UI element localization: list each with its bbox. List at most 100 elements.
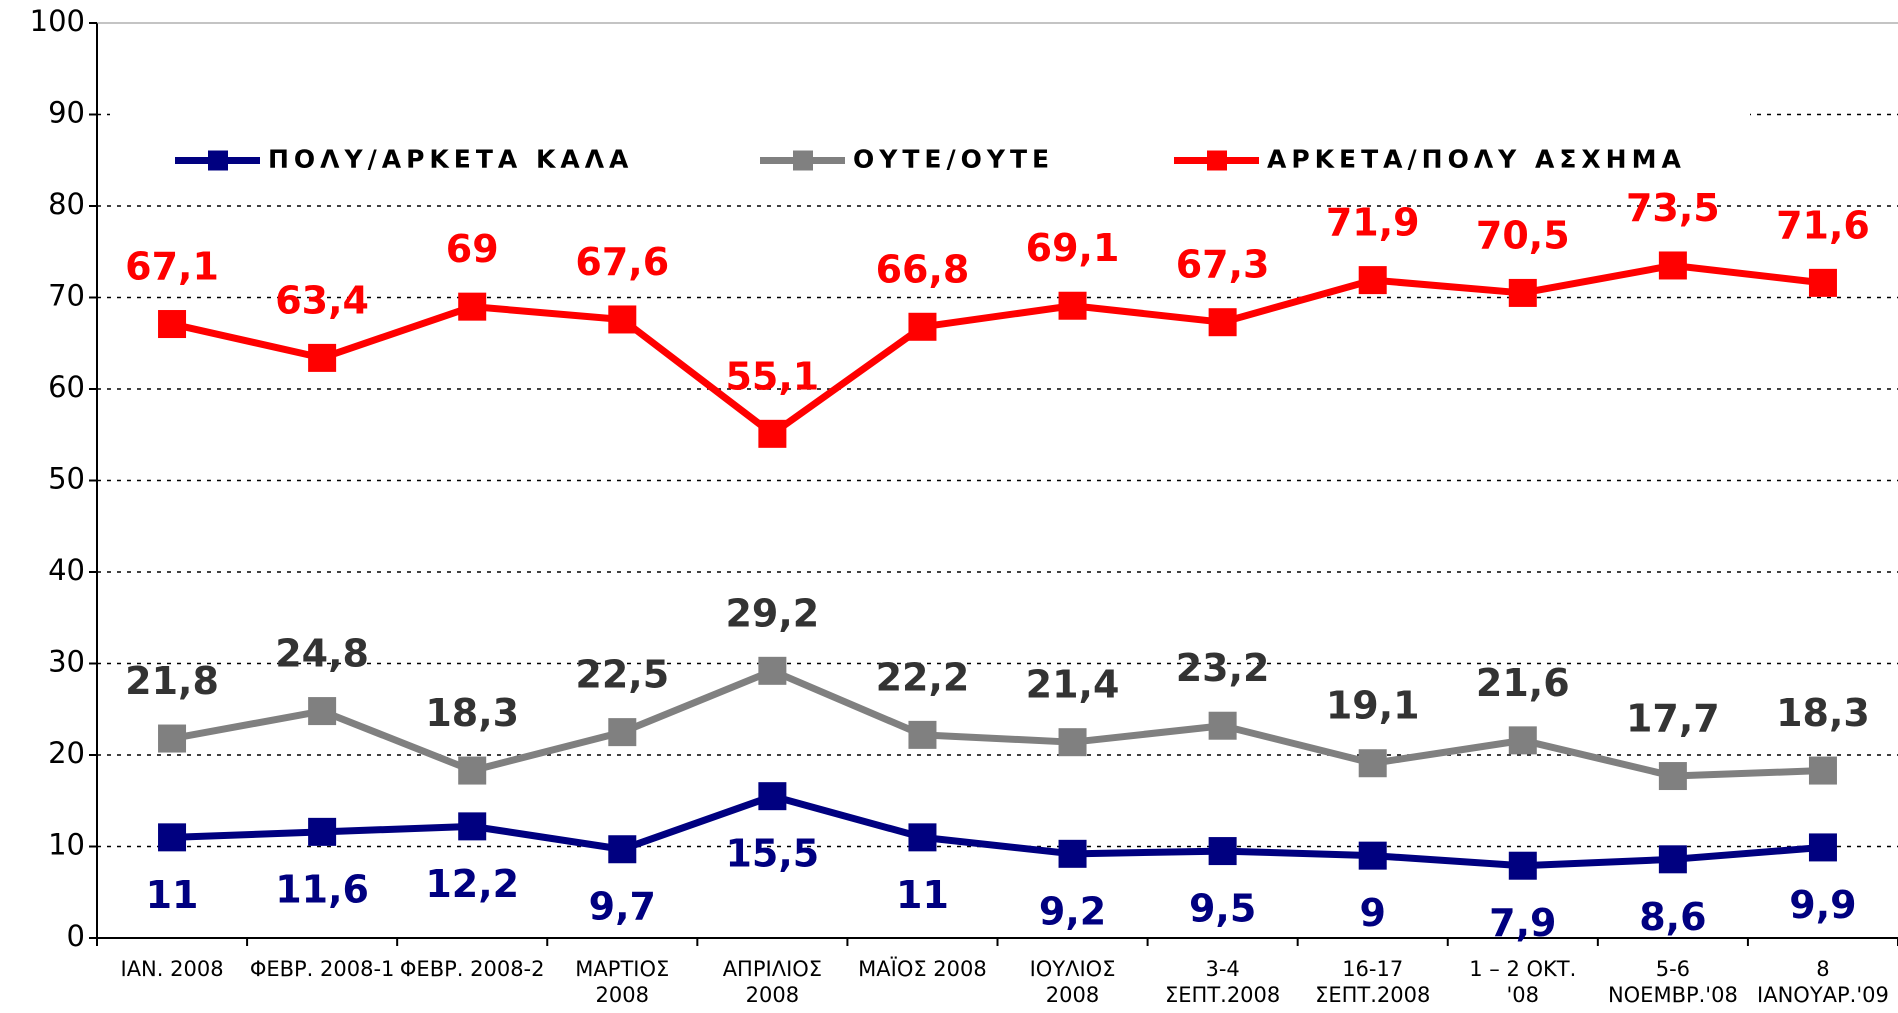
x-tick-label: 8 ΙΑΝΟΥΑΡ.'09 xyxy=(1757,957,1889,1007)
legend-label: ΠΟΛΥ/ΑΡΚΕΤΑ ΚΑΛΑ xyxy=(268,145,633,174)
data-label: 18,3 xyxy=(425,691,519,735)
data-label: 8,6 xyxy=(1639,895,1706,939)
data-label: 21,6 xyxy=(1476,661,1570,705)
point-marker xyxy=(308,343,337,372)
point-marker xyxy=(608,835,637,864)
data-label: 73,5 xyxy=(1626,186,1720,230)
x-tick-label: ΦΕΒΡ. 2008-2 xyxy=(399,957,545,981)
data-label: 67,6 xyxy=(575,240,669,284)
y-tick-label: 50 xyxy=(48,462,85,496)
point-marker xyxy=(1658,251,1687,280)
data-label: 15,5 xyxy=(725,832,819,876)
data-label: 9,7 xyxy=(589,885,656,929)
point-marker xyxy=(458,812,487,841)
series-line xyxy=(171,667,1824,780)
point-marker xyxy=(1808,756,1837,785)
point-marker xyxy=(308,817,337,846)
legend-label: ΑΡΚΕΤΑ/ΠΟΛΥ ΑΣΧΗΜΑ xyxy=(1267,145,1686,174)
data-label: 9,9 xyxy=(1789,883,1856,927)
point-marker xyxy=(1058,728,1087,757)
point-marker xyxy=(158,310,187,339)
data-label: 24,8 xyxy=(275,632,369,676)
data-label: 9 xyxy=(1359,891,1385,935)
y-tick-label: 70 xyxy=(48,279,85,313)
point-marker xyxy=(608,718,637,747)
data-label: 69,1 xyxy=(1026,226,1120,270)
x-tick-label: ΙΑΝ. 2008 xyxy=(120,957,224,981)
point-marker xyxy=(1358,266,1387,295)
data-label: 18,3 xyxy=(1776,691,1870,735)
data-label: 55,1 xyxy=(725,354,819,398)
data-label: 71,6 xyxy=(1776,203,1870,247)
data-label: 29,2 xyxy=(725,591,819,635)
y-tick-label: 0 xyxy=(67,919,85,953)
point-marker xyxy=(1208,308,1237,337)
legend-label: ΟΥΤΕ/ΟΥΤΕ xyxy=(853,145,1054,174)
series-line xyxy=(171,261,1824,438)
data-label: 63,4 xyxy=(275,278,369,322)
data-label: 22,2 xyxy=(876,655,970,699)
y-tick-label: 30 xyxy=(48,645,85,679)
point-marker xyxy=(1508,851,1537,880)
point-marker xyxy=(458,756,487,785)
point-marker xyxy=(758,656,787,685)
point-marker xyxy=(1358,749,1387,778)
point-marker xyxy=(1808,833,1837,862)
y-tick-label: 40 xyxy=(48,553,85,587)
y-tick-label: 60 xyxy=(48,370,85,404)
data-label: 66,8 xyxy=(876,247,970,291)
point-marker xyxy=(1208,711,1237,740)
legend-marker xyxy=(1207,150,1227,171)
data-label: 19,1 xyxy=(1326,684,1420,728)
point-marker xyxy=(908,823,937,852)
x-tick-label: ΙΟΥΛΙΟΣ 2008 xyxy=(1029,957,1116,1007)
data-label: 70,5 xyxy=(1476,213,1570,257)
data-label: 11 xyxy=(896,873,949,917)
point-marker xyxy=(158,724,187,753)
data-label: 21,4 xyxy=(1026,663,1120,707)
data-label: 7,9 xyxy=(1489,901,1556,945)
point-marker xyxy=(1808,268,1837,297)
x-tick-label: ΦΕΒΡ. 2008-1 xyxy=(249,957,395,981)
x-tick-label: 1 – 2 ΟΚΤ. '08 xyxy=(1469,957,1577,1007)
x-tick-label: 5-6 ΝΟΕΜΒΡ.'08 xyxy=(1607,957,1738,1007)
point-marker xyxy=(608,305,637,334)
data-label: 69 xyxy=(446,227,499,271)
point-marker xyxy=(1508,278,1537,307)
point-marker xyxy=(1358,841,1387,870)
data-label: 22,5 xyxy=(575,653,669,697)
point-marker xyxy=(458,292,487,321)
data-label: 11,6 xyxy=(275,867,369,911)
series-line xyxy=(171,792,1824,870)
x-tick-label: 3-4 ΣΕΠΤ.2008 xyxy=(1164,957,1281,1007)
x-tick-label: ΜΑΡΤΙΟΣ 2008 xyxy=(575,957,670,1007)
point-marker xyxy=(1658,845,1687,874)
point-marker xyxy=(758,419,787,448)
legend-background xyxy=(110,108,1750,199)
data-label: 71,9 xyxy=(1326,201,1420,245)
data-label: 21,8 xyxy=(125,659,219,703)
x-tick-label: ΜΑΪΟΣ 2008 xyxy=(858,957,987,981)
point-marker xyxy=(1208,837,1237,866)
point-marker xyxy=(308,697,337,726)
point-marker xyxy=(758,782,787,811)
x-tick-label: 16-17 ΣΕΠΤ.2008 xyxy=(1315,957,1431,1007)
point-marker xyxy=(908,312,937,341)
legend-marker xyxy=(793,150,813,171)
point-marker xyxy=(158,823,187,852)
y-tick-label: 20 xyxy=(48,736,85,770)
y-tick-label: 90 xyxy=(48,96,85,130)
data-label: 12,2 xyxy=(425,862,519,906)
data-label: 9,5 xyxy=(1189,887,1256,931)
point-marker xyxy=(1058,291,1087,320)
data-label: 23,2 xyxy=(1176,646,1270,690)
point-marker xyxy=(1508,726,1537,755)
data-label: 67,3 xyxy=(1176,243,1270,287)
data-label: 11 xyxy=(146,873,199,917)
y-tick-label: 10 xyxy=(48,828,85,862)
y-tick-label: 80 xyxy=(48,187,85,221)
point-marker xyxy=(908,720,937,749)
data-label: 17,7 xyxy=(1626,697,1720,741)
